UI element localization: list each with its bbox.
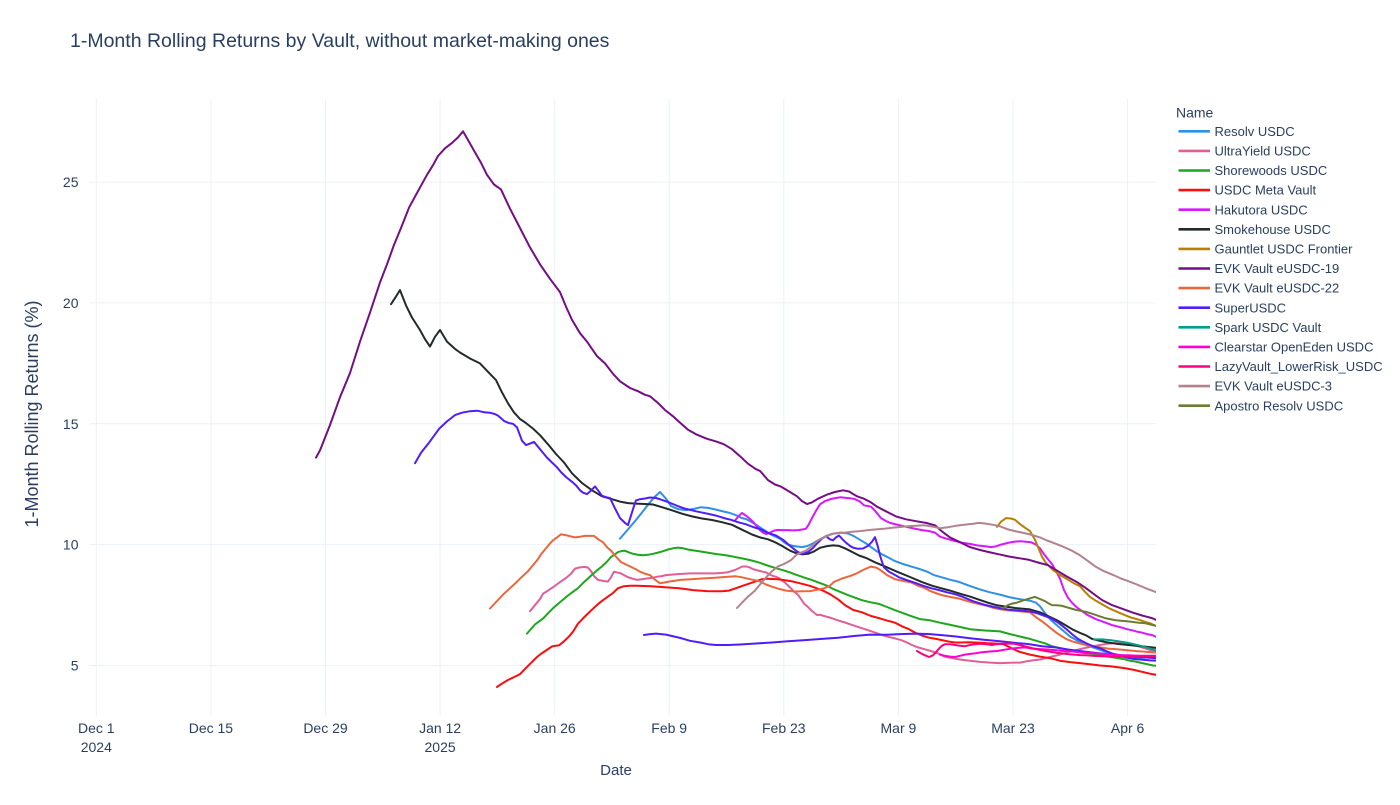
svg-text:Dec 29: Dec 29	[303, 720, 348, 736]
svg-text:15: 15	[63, 416, 79, 432]
svg-text:Mar 9: Mar 9	[881, 720, 917, 736]
svg-text:1-Month Rolling Returns (%): 1-Month Rolling Returns (%)	[22, 300, 42, 527]
svg-text:10: 10	[63, 537, 79, 553]
svg-text:Feb 23: Feb 23	[762, 720, 806, 736]
svg-text:Resolv USDC: Resolv USDC	[1215, 124, 1295, 139]
svg-text:Apr 6: Apr 6	[1111, 720, 1145, 736]
svg-text:Feb 9: Feb 9	[651, 720, 687, 736]
svg-text:Apostro Resolv USDC: Apostro Resolv USDC	[1215, 398, 1344, 413]
svg-text:EVK Vault eUSDC-22: EVK Vault eUSDC-22	[1215, 281, 1340, 296]
svg-text:Name: Name	[1176, 105, 1214, 121]
svg-text:Clearstar OpenEden USDC: Clearstar OpenEden USDC	[1215, 340, 1374, 355]
svg-text:Gauntlet USDC Frontier: Gauntlet USDC Frontier	[1215, 242, 1354, 257]
svg-text:EVK Vault eUSDC-3: EVK Vault eUSDC-3	[1215, 379, 1333, 394]
svg-text:20: 20	[63, 295, 79, 311]
svg-text:2025: 2025	[425, 739, 456, 755]
svg-text:Jan 12: Jan 12	[419, 720, 461, 736]
svg-text:UltraYield USDC: UltraYield USDC	[1215, 144, 1311, 159]
svg-text:5: 5	[71, 658, 79, 674]
svg-text:1-Month Rolling Returns by Vau: 1-Month Rolling Returns by Vault, withou…	[70, 30, 610, 52]
svg-text:SuperUSDC: SuperUSDC	[1215, 300, 1287, 315]
svg-text:Hakutora USDC: Hakutora USDC	[1215, 202, 1308, 217]
svg-text:EVK Vault eUSDC-19: EVK Vault eUSDC-19	[1215, 261, 1340, 276]
svg-text:Dec 1: Dec 1	[78, 720, 115, 736]
svg-text:Dec 15: Dec 15	[189, 720, 234, 736]
svg-text:25: 25	[63, 174, 79, 190]
svg-text:Mar 23: Mar 23	[991, 720, 1035, 736]
svg-text:USDC Meta Vault: USDC Meta Vault	[1215, 183, 1317, 198]
svg-text:Jan 26: Jan 26	[534, 720, 576, 736]
svg-text:LazyVault_LowerRisk_USDC: LazyVault_LowerRisk_USDC	[1215, 359, 1383, 374]
svg-text:2024: 2024	[81, 739, 112, 755]
svg-text:Date: Date	[600, 762, 632, 779]
svg-text:Shorewoods USDC: Shorewoods USDC	[1215, 163, 1328, 178]
svg-text:Spark USDC Vault: Spark USDC Vault	[1215, 320, 1322, 335]
svg-text:Smokehouse USDC: Smokehouse USDC	[1215, 222, 1331, 237]
